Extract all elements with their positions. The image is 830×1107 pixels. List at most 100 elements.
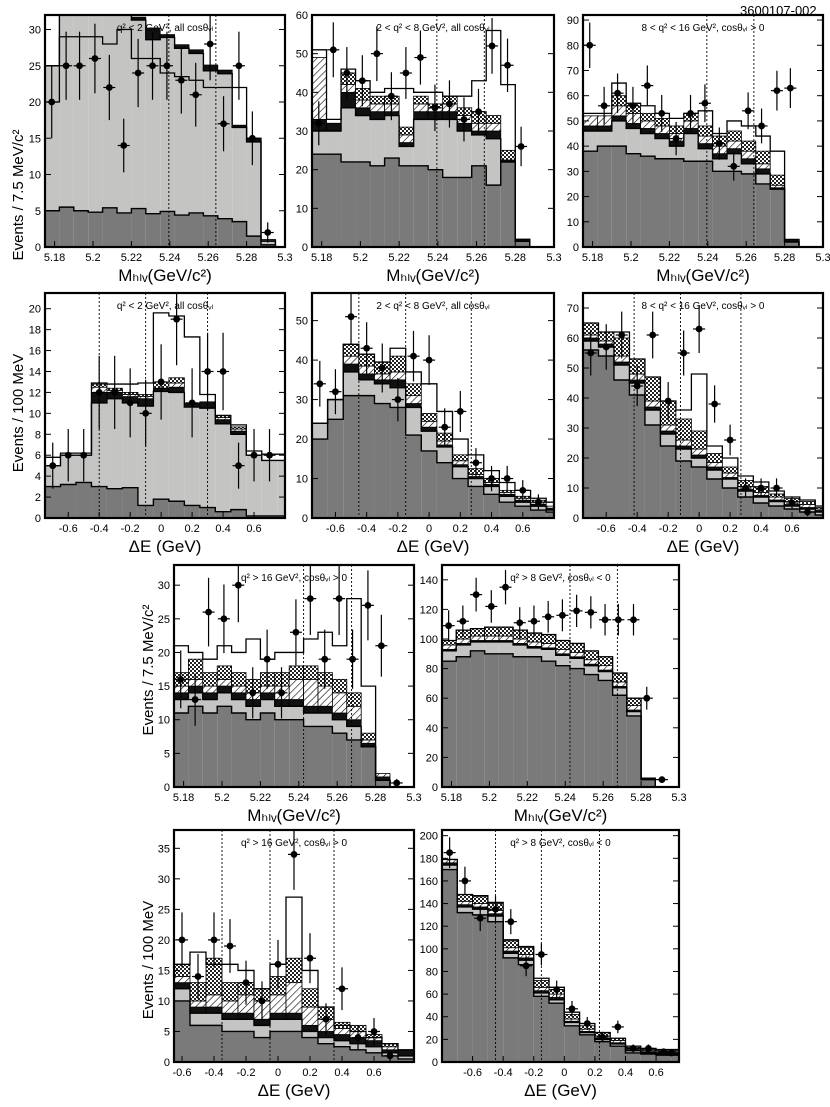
data-point: [680, 349, 688, 357]
data-point: [516, 619, 524, 627]
hist-bar-light: [217, 692, 232, 707]
hist-bar-hatched: [442, 644, 457, 650]
y-tick-label: 80: [426, 664, 438, 676]
data-point: [234, 581, 242, 589]
hist-bar-light: [254, 1025, 270, 1038]
hist-bar-hatched: [285, 982, 303, 1014]
y-tick-label: 0: [573, 513, 579, 525]
step-line-light: [174, 692, 405, 787]
hist-bar-black: [216, 685, 232, 694]
data-point: [476, 914, 484, 922]
hist-bar-light: [398, 1055, 414, 1059]
data-point: [534, 498, 542, 506]
hist-bar-cross: [555, 640, 571, 650]
data-point: [220, 120, 227, 128]
step-line-total: [45, 28, 277, 247]
hist-bar-dark: [626, 715, 642, 787]
hist-bar-dark: [421, 450, 437, 518]
y-tick-label: 180: [420, 853, 438, 865]
hist-bar-cross: [484, 626, 500, 637]
x-tick-label: 0.2: [184, 523, 199, 535]
data-point: [441, 423, 449, 431]
y-tick-label: 60: [426, 989, 438, 1001]
data-point: [522, 962, 530, 970]
hist-bar-dark: [75, 482, 92, 518]
plot-area-p4: [45, 293, 285, 518]
y-tick-label: 10: [158, 996, 170, 1008]
x-tick-label: 5.3: [406, 792, 421, 804]
hist-bar-dark: [541, 661, 556, 787]
y-tick-label: 0: [164, 1057, 170, 1069]
data-point: [614, 616, 622, 624]
hist-bar-dark: [737, 497, 754, 518]
data-point: [322, 1015, 330, 1023]
x-tick-label: 0: [158, 523, 164, 535]
hist-bar-light: [452, 466, 469, 479]
hist-bar-hatched: [231, 685, 247, 694]
data-point: [695, 325, 703, 333]
x-tick-label: 5.22: [250, 792, 271, 804]
hist-bar-light: [413, 119, 429, 166]
hist-bar-light: [238, 1019, 254, 1032]
hist-bar-dark: [456, 656, 471, 787]
chart-panel-p4: 0 2 4 6 8 10 12 14 16 18 20 -0.6 -0.4 -0.2 0 0.2 0.4 0.6 q…: [29, 291, 287, 556]
hist-bar-dark: [361, 746, 376, 787]
hist-bar-cross: [301, 988, 319, 1008]
panel-annotation: q² < 2 GeV², all cosθᵥₗ: [117, 23, 214, 34]
hist-bar-dark: [202, 713, 218, 787]
plot-frame: [440, 828, 681, 1064]
y-tick-label: 20: [29, 304, 41, 316]
data-point: [742, 484, 749, 492]
hist-bar-dark: [579, 1034, 595, 1062]
data-point: [758, 122, 765, 130]
hist-bar-dark: [355, 161, 371, 247]
x-tick-label: -0.4: [628, 523, 647, 535]
hist-bar-dark: [174, 713, 189, 787]
hist-bar-cross: [346, 692, 362, 707]
data-point: [157, 378, 165, 386]
hist-bar-dark: [660, 446, 676, 518]
plot-frame: [310, 291, 556, 520]
data-point: [264, 229, 272, 236]
data-point: [587, 608, 595, 616]
hist-bar-light: [246, 141, 261, 237]
data-point: [220, 615, 228, 623]
hist-bar-light: [106, 398, 123, 489]
data-point: [177, 675, 185, 683]
data-point: [553, 986, 561, 993]
y-tick-label: 20: [29, 97, 41, 109]
hist-bar-cross: [405, 383, 422, 397]
hist-bar-dark: [530, 510, 547, 518]
data-point: [537, 951, 545, 958]
hist-bar-dark: [190, 1025, 206, 1062]
hist-bar-hatched: [342, 355, 360, 365]
y-tick-label: 10: [567, 217, 579, 229]
hist-bar-black: [317, 705, 333, 714]
y-tick-label: 70: [567, 65, 579, 77]
data-point: [306, 954, 314, 962]
hist-bar-dark: [246, 236, 261, 247]
data-point: [363, 344, 371, 352]
data-point: [701, 99, 709, 107]
hist-bar-dark: [189, 212, 204, 247]
y-tick-label: 80: [567, 40, 579, 52]
data-point: [49, 462, 57, 470]
data-point: [226, 942, 234, 950]
y-tick-label: 25: [158, 904, 170, 916]
hist-bar-cross: [230, 426, 247, 430]
data-point: [730, 162, 738, 170]
hist-bar-light: [232, 127, 247, 222]
plot-area-p10: [442, 830, 679, 1062]
hist-bar-light: [457, 906, 473, 913]
hist-bar-dark: [583, 350, 599, 518]
x-tick-label: 5.24: [288, 792, 309, 804]
x-tick-label: 5.18: [311, 252, 332, 264]
hist-bar-dark: [88, 212, 103, 247]
y-tick-label: 0: [35, 242, 41, 254]
hist-bar-hatched: [644, 400, 661, 408]
hist-bar-light: [246, 455, 262, 516]
hist-bar-hatched: [470, 635, 486, 641]
hist-bar-hatched: [541, 643, 557, 649]
y-tick-label: 40: [567, 393, 579, 405]
hist-bar-light: [277, 460, 285, 516]
